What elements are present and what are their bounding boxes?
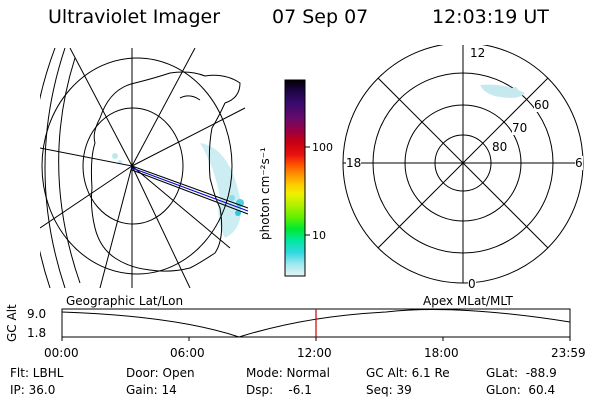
gain-readout: Gain: 14 bbox=[126, 383, 177, 397]
glat-readout: GLat: -88.9 bbox=[486, 366, 557, 380]
filter-readout: Flt: LBHL bbox=[10, 366, 64, 380]
altitude-xtick: 18:00 bbox=[424, 346, 459, 360]
mlt-label-18: 18 bbox=[346, 156, 362, 170]
apex-panel-label: Apex MLat/MLT bbox=[423, 294, 513, 308]
mlat-ring-70: 70 bbox=[512, 121, 528, 135]
altitude-plot bbox=[61, 308, 571, 341]
colorbar-tick-100: 100 bbox=[312, 141, 333, 154]
mlt-label-0: 0 bbox=[468, 277, 476, 291]
glon-readout: GLon: 60.4 bbox=[486, 383, 556, 397]
polar-mlt-plot bbox=[342, 45, 584, 284]
altitude-xtick: 23:59 bbox=[551, 346, 586, 360]
mode-readout: Mode: Normal bbox=[246, 366, 330, 380]
time-readout: 12:03:19 UT bbox=[432, 6, 549, 28]
altitude-ylabel: GC Alt bbox=[5, 304, 19, 342]
intensity-colorbar bbox=[284, 79, 310, 277]
orbit-track-line bbox=[131, 169, 249, 215]
ip-readout: IP: 36.0 bbox=[10, 383, 56, 397]
geographic-panel-label: Geographic Lat/Lon bbox=[66, 294, 184, 308]
orbit-track-line bbox=[131, 167, 249, 212]
altitude-xtick: 12:00 bbox=[297, 346, 332, 360]
seq-readout: Seq: 39 bbox=[366, 383, 412, 397]
mlt-label-6: 6 bbox=[575, 156, 583, 170]
aurora-emission bbox=[480, 84, 525, 98]
altitude-ytick-bottom: 1.8 bbox=[27, 326, 47, 340]
dsp-readout: Dsp: -6.1 bbox=[246, 383, 312, 397]
date-readout: 07 Sep 07 bbox=[272, 6, 369, 28]
orbit-track-line bbox=[131, 165, 249, 209]
colorbar-tick-10: 10 bbox=[312, 229, 326, 242]
door-readout: Door: Open bbox=[126, 366, 195, 380]
gc-alt-readout: GC Alt: 6.1 Re bbox=[366, 366, 450, 380]
mlat-ring-60: 60 bbox=[534, 98, 550, 112]
aurora-emission bbox=[112, 143, 244, 238]
instrument-title: Ultraviolet Imager bbox=[48, 6, 221, 28]
altitude-xtick: 00:00 bbox=[44, 346, 79, 360]
mlat-ring-80: 80 bbox=[492, 140, 508, 154]
altitude-xtick: 06:00 bbox=[170, 346, 205, 360]
geographic-map bbox=[40, 48, 249, 288]
altitude-curve bbox=[61, 309, 571, 338]
mlt-label-12: 12 bbox=[470, 46, 486, 60]
colorbar-unit-label: photon cm⁻²s⁻¹ bbox=[258, 147, 272, 240]
altitude-ytick-top: 9.0 bbox=[27, 307, 47, 321]
